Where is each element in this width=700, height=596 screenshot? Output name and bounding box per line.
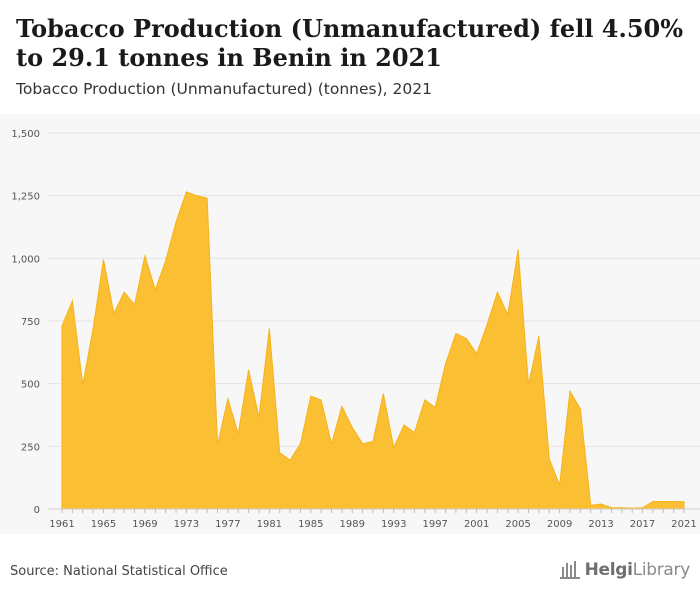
x-tick-label: 1973 bbox=[174, 519, 199, 530]
x-tick-label: 1969 bbox=[132, 519, 157, 530]
x-tick-label: 1961 bbox=[49, 519, 74, 530]
x-tick-label: 1985 bbox=[298, 519, 323, 530]
x-tick-label: 1989 bbox=[340, 519, 365, 530]
y-tick-label: 250 bbox=[21, 442, 40, 453]
x-tick-label: 1993 bbox=[381, 519, 406, 530]
y-tick-label: 500 bbox=[21, 380, 40, 391]
x-tick-label: 1965 bbox=[91, 519, 116, 530]
x-tick-label: 2021 bbox=[671, 519, 696, 530]
y-axis: 0 250 500 750 1,000 1,250 1,500 bbox=[11, 129, 40, 516]
chart-subtitle: Tobacco Production (Unmanufactured) (ton… bbox=[16, 80, 432, 98]
y-tick-label: 0 bbox=[34, 505, 40, 516]
area-shape bbox=[61, 191, 685, 510]
x-axis: 1961 1965 1969 1973 1977 1981 1985 1989 1993 1997… bbox=[48, 508, 700, 530]
helgi-library-logo[interactable]: HelgiLibrary bbox=[559, 560, 690, 580]
logo-text: Library bbox=[632, 560, 691, 580]
y-tick-label: 1,000 bbox=[11, 254, 40, 265]
x-tick-label: 1997 bbox=[422, 519, 447, 530]
chart-title: Tobacco Production (Unmanufactured) fell… bbox=[16, 14, 684, 72]
x-tick-label: 2013 bbox=[588, 519, 613, 530]
logo-text-bold: Helgi bbox=[584, 560, 633, 580]
library-icon bbox=[559, 561, 580, 579]
x-tick-label: 2017 bbox=[630, 519, 655, 530]
x-tick-label: 2009 bbox=[547, 519, 572, 530]
y-tick-label: 1,250 bbox=[11, 192, 40, 203]
source-note: Source: National Statistical Office bbox=[10, 564, 228, 579]
x-tick-label: 1981 bbox=[257, 519, 282, 530]
x-tick-label: 2005 bbox=[505, 519, 530, 530]
area-series bbox=[61, 191, 685, 510]
x-tick-label: 1977 bbox=[215, 519, 240, 530]
y-tick-label: 750 bbox=[21, 317, 40, 328]
x-tick-label: 2001 bbox=[464, 519, 489, 530]
y-tick-label: 1,500 bbox=[11, 129, 40, 140]
